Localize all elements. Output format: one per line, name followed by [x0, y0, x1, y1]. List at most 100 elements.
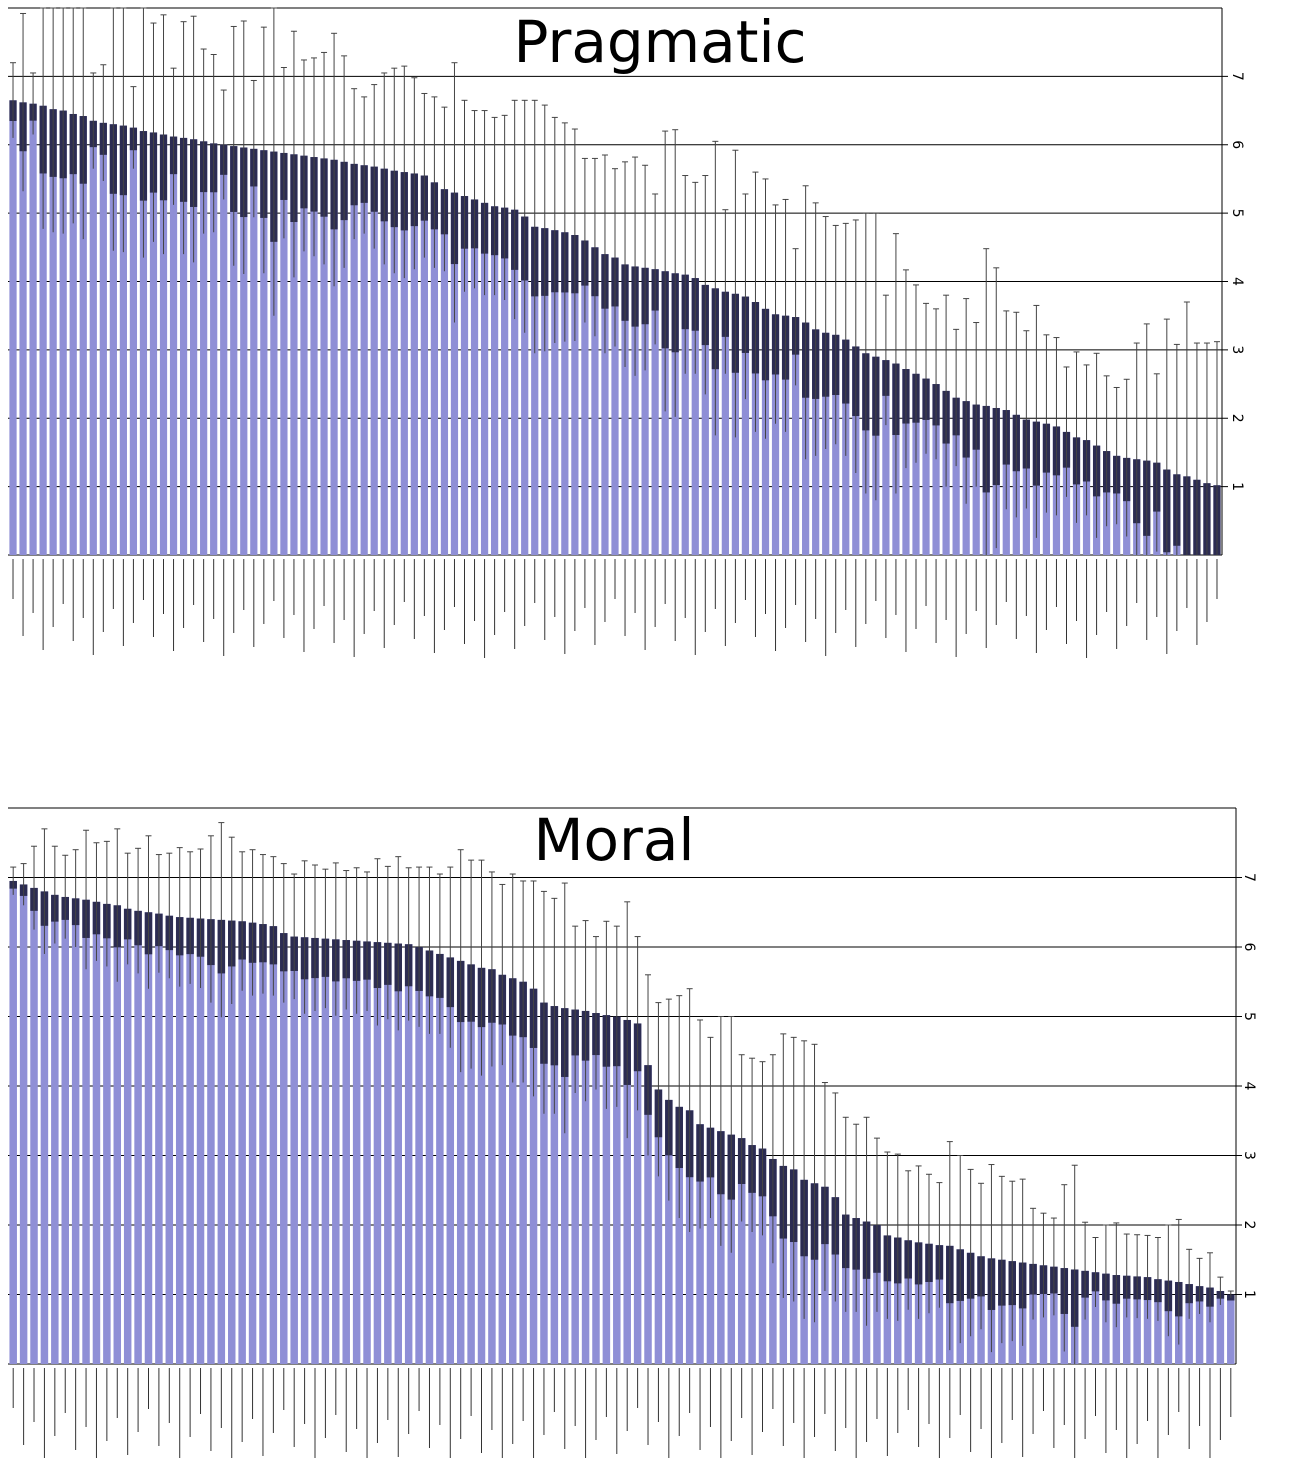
- moral-bar: [196, 918, 205, 1364]
- pragmatic-bar: [430, 182, 439, 555]
- pragmatic-bar: [681, 274, 689, 555]
- moral-bar: [404, 944, 413, 1364]
- moral-bars: [9, 880, 1235, 1364]
- moral-bar: [717, 1131, 725, 1364]
- pragmatic-bar: [781, 315, 790, 555]
- moral-bar: [113, 905, 122, 1364]
- moral-bar: [9, 880, 17, 1364]
- moral-bar: [1227, 1294, 1235, 1364]
- moral-bar: [123, 908, 132, 1364]
- pragmatic-bar: [591, 247, 599, 555]
- moral-bar: [685, 1110, 694, 1364]
- moral-title: Moral: [533, 806, 694, 874]
- moral-bar: [51, 894, 59, 1364]
- pragmatic-bar: [511, 209, 519, 556]
- pragmatic-bar: [501, 207, 509, 555]
- moral-bar: [561, 1008, 569, 1364]
- pragmatic-bar: [89, 120, 97, 555]
- moral-bar: [280, 933, 288, 1364]
- pragmatic-bar: [832, 334, 840, 555]
- moral-bar: [748, 1145, 756, 1364]
- moral-bar: [363, 941, 371, 1364]
- moral-bar: [571, 1009, 579, 1364]
- pragmatic-bar: [601, 254, 609, 555]
- pragmatic-bar: [480, 202, 489, 555]
- pragmatic-bar: [912, 373, 920, 555]
- moral-bar: [508, 978, 517, 1364]
- pragmatic-bar: [611, 257, 619, 555]
- pragmatic-bar: [149, 132, 158, 555]
- moral-bar: [332, 939, 340, 1364]
- pragmatic-bar: [721, 291, 729, 555]
- pragmatic-bar: [551, 230, 559, 555]
- moral-y-tick-label: 4: [1241, 1082, 1257, 1091]
- pragmatic-y-tick-label: 7: [1229, 72, 1245, 81]
- pragmatic-errorbars: [10, 7, 1220, 555]
- moral-y-tick-label: 5: [1241, 1012, 1257, 1021]
- moral-x-labels: [12, 1368, 1232, 1458]
- moral-bar: [696, 1124, 704, 1364]
- pragmatic-bar: [631, 266, 639, 555]
- pragmatic-bar: [330, 159, 338, 556]
- moral-bar: [540, 1002, 548, 1364]
- moral-bar: [498, 974, 507, 1364]
- moral-bar: [675, 1106, 683, 1364]
- moral-bar: [103, 903, 111, 1364]
- moral-bar: [737, 1138, 746, 1364]
- moral-y-tick-label: 1: [1241, 1290, 1257, 1299]
- pragmatic-bar: [240, 147, 248, 556]
- pragmatic-bar: [340, 161, 348, 555]
- moral-y-tick-label: 3: [1241, 1151, 1257, 1160]
- moral-bar: [352, 940, 361, 1364]
- moral-bar: [456, 960, 465, 1364]
- pragmatic-y-tick-label: 6: [1229, 140, 1245, 149]
- moral-bar: [269, 926, 278, 1364]
- pragmatic-bar: [109, 124, 117, 556]
- moral-bar: [665, 1099, 673, 1364]
- moral-bar: [415, 947, 423, 1364]
- moral-bar: [373, 942, 382, 1364]
- moral-y-tick-label: 6: [1241, 943, 1257, 952]
- moral-bar: [248, 922, 257, 1364]
- pragmatic-bar: [741, 296, 750, 555]
- pragmatic-bar: [771, 314, 780, 555]
- moral-bar: [321, 938, 330, 1364]
- pragmatic-bar: [952, 397, 960, 555]
- pragmatic-bar: [59, 110, 67, 555]
- moral-bar: [144, 912, 153, 1364]
- pragmatic-bar: [571, 235, 579, 555]
- moral-bar: [19, 884, 28, 1364]
- pragmatic-bar: [179, 137, 188, 555]
- moral-bar: [207, 919, 215, 1364]
- moral-bar: [40, 891, 49, 1364]
- pragmatic-bar: [521, 216, 529, 555]
- moral-y-tick-label: 2: [1241, 1221, 1257, 1230]
- moral-bar: [519, 981, 527, 1364]
- moral-bar: [436, 953, 444, 1364]
- moral-bar: [477, 967, 486, 1364]
- pragmatic-bar: [360, 165, 368, 555]
- moral-bar: [758, 1148, 767, 1364]
- moral-bar: [425, 950, 434, 1364]
- pragmatic-y-tick-label: 3: [1229, 345, 1245, 354]
- moral-bar: [623, 1019, 631, 1364]
- pragmatic-bar: [129, 127, 138, 555]
- pragmatic-bar: [701, 284, 709, 555]
- moral-bar: [227, 920, 236, 1364]
- moral-bar: [550, 1006, 559, 1364]
- moral-bar: [290, 936, 298, 1364]
- moral-errorbars: [10, 822, 1234, 1364]
- pragmatic-bar: [882, 360, 890, 555]
- moral-bar: [165, 915, 174, 1364]
- pragmatic-bar: [320, 158, 328, 556]
- moral-bar: [1091, 1272, 1100, 1364]
- pragmatic-bar: [420, 175, 428, 556]
- moral-y-tick-label: 7: [1241, 873, 1257, 882]
- moral-bar: [71, 898, 80, 1364]
- pragmatic-bar: [159, 134, 168, 555]
- moral-y-ticks: 1 2 3 4 5 6 7: [1241, 873, 1257, 1299]
- moral-bar: [633, 1023, 642, 1364]
- moral-bar: [467, 964, 475, 1364]
- moral-bar: [61, 896, 69, 1364]
- pragmatic-bar: [440, 189, 449, 555]
